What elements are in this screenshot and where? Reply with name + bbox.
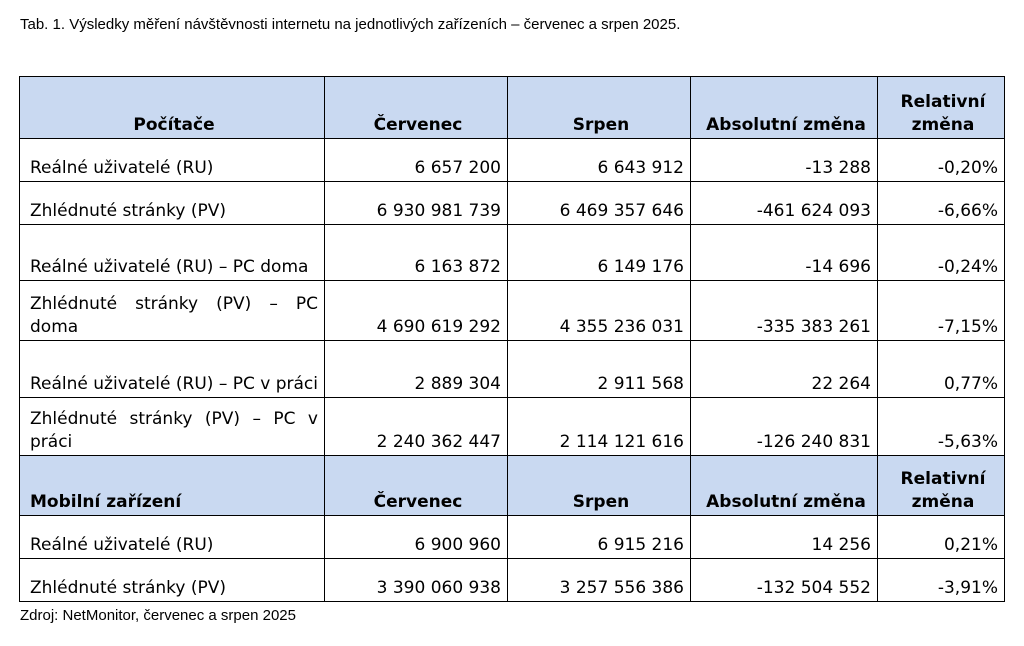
value-july: 6 657 200 <box>324 138 508 182</box>
value-absolute-change: -13 288 <box>690 138 878 182</box>
source-note: Zdroj: NetMonitor, červenec a srpen 2025 <box>20 607 296 624</box>
value-relative-change: -6,66% <box>877 181 1005 225</box>
value-august: 6 643 912 <box>507 138 691 182</box>
table-row: Zhlédnuté stránky (PV) 6 930 981 739 6 4… <box>19 181 1005 225</box>
table-row: Reálné uživatelé (RU) 6 657 200 6 643 91… <box>19 138 1005 182</box>
value-relative-change: 0,21% <box>877 515 1005 559</box>
header-relative-change: Relativní změna <box>877 76 1005 139</box>
value-july: 2 240 362 447 <box>324 397 508 456</box>
header-august: Srpen <box>507 76 691 139</box>
value-absolute-change: -335 383 261 <box>690 280 878 341</box>
value-relative-change: -5,63% <box>877 397 1005 456</box>
value-august: 6 915 216 <box>507 515 691 559</box>
header-row-mobile: Mobilní zařízení Červenec Srpen Absolutn… <box>19 455 1005 516</box>
value-absolute-change: 14 256 <box>690 515 878 559</box>
row-label: Zhlédnuté stránky (PV) – PC doma <box>19 280 325 341</box>
value-absolute-change: -461 624 093 <box>690 181 878 225</box>
value-august: 2 911 568 <box>507 340 691 398</box>
traffic-table: Počítače Červenec Srpen Absolutní změna … <box>19 76 1005 602</box>
value-absolute-change: -132 504 552 <box>690 558 878 602</box>
table-row: Reálné uživatelé (RU) 6 900 960 6 915 21… <box>19 515 1005 559</box>
value-relative-change: -3,91% <box>877 558 1005 602</box>
header-row-computers: Počítače Červenec Srpen Absolutní změna … <box>19 76 1005 139</box>
value-august: 2 114 121 616 <box>507 397 691 456</box>
header-absolute-change: Absolutní změna <box>690 76 878 139</box>
value-august: 3 257 556 386 <box>507 558 691 602</box>
value-july: 2 889 304 <box>324 340 508 398</box>
value-july: 6 900 960 <box>324 515 508 559</box>
header-july: Červenec <box>324 76 508 139</box>
table-row: Reálné uživatelé (RU) – PC v práci 2 889… <box>19 340 1005 398</box>
table-row: Zhlédnuté stránky (PV) 3 390 060 938 3 2… <box>19 558 1005 602</box>
value-august: 4 355 236 031 <box>507 280 691 341</box>
header-august: Srpen <box>507 455 691 516</box>
row-label: Reálné uživatelé (RU) – PC v práci <box>19 340 325 398</box>
header-relative-change: Relativní změna <box>877 455 1005 516</box>
row-label: Zhlédnuté stránky (PV) <box>19 181 325 225</box>
table-row: Reálné uživatelé (RU) – PC doma 6 163 87… <box>19 224 1005 281</box>
table-row: Zhlédnuté stránky (PV) – PC v práci 2 24… <box>19 397 1005 456</box>
value-july: 6 163 872 <box>324 224 508 281</box>
value-july: 4 690 619 292 <box>324 280 508 341</box>
table-row: Zhlédnuté stránky (PV) – PC doma 4 690 6… <box>19 280 1005 341</box>
value-absolute-change: -14 696 <box>690 224 878 281</box>
table-caption: Tab. 1. Výsledky měření návštěvnosti int… <box>20 16 681 33</box>
value-relative-change: -7,15% <box>877 280 1005 341</box>
value-relative-change: -0,24% <box>877 224 1005 281</box>
row-label: Reálné uživatelé (RU) <box>19 138 325 182</box>
value-july: 3 390 060 938 <box>324 558 508 602</box>
value-august: 6 469 357 646 <box>507 181 691 225</box>
row-label: Zhlédnuté stránky (PV) <box>19 558 325 602</box>
value-absolute-change: -126 240 831 <box>690 397 878 456</box>
value-relative-change: -0,20% <box>877 138 1005 182</box>
row-label: Reálné uživatelé (RU) <box>19 515 325 559</box>
header-category-computers: Počítače <box>19 76 325 139</box>
header-absolute-change: Absolutní změna <box>690 455 878 516</box>
value-august: 6 149 176 <box>507 224 691 281</box>
value-relative-change: 0,77% <box>877 340 1005 398</box>
row-label: Zhlédnuté stránky (PV) – PC v práci <box>19 397 325 456</box>
header-category-mobile: Mobilní zařízení <box>19 455 325 516</box>
value-july: 6 930 981 739 <box>324 181 508 225</box>
value-absolute-change: 22 264 <box>690 340 878 398</box>
header-july: Červenec <box>324 455 508 516</box>
row-label: Reálné uživatelé (RU) – PC doma <box>19 224 325 281</box>
